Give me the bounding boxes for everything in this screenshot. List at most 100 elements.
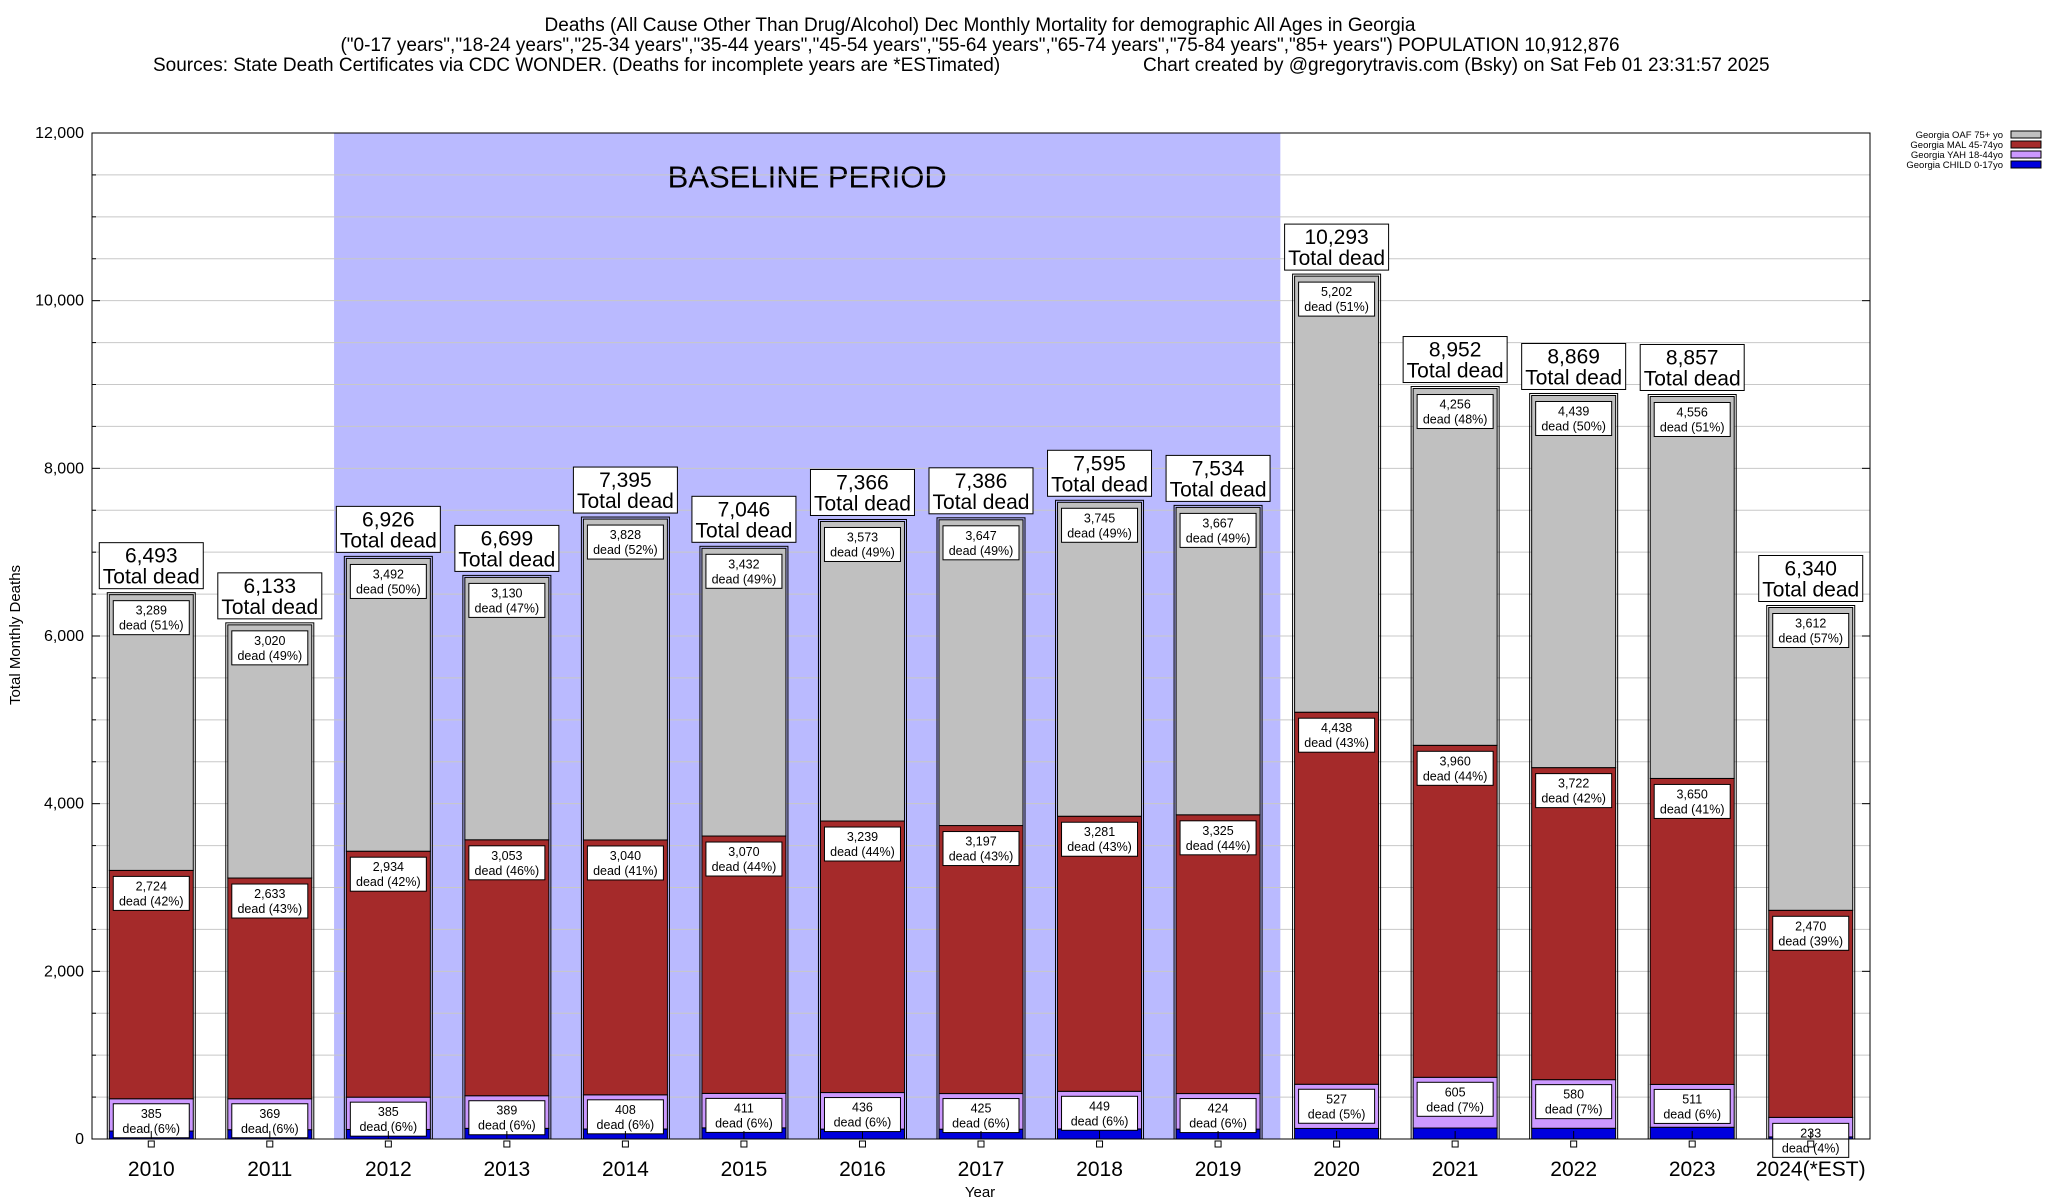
baseline-period-label: BASELINE PERIOD <box>668 159 947 194</box>
total-label-value: 8,869 <box>1547 345 1600 368</box>
oaf-label-value: 3,745 <box>1084 511 1115 525</box>
mal-label-box <box>1179 820 1257 856</box>
x-tick-label: 2016 <box>839 1158 886 1181</box>
x-axis-title: Year <box>965 1184 995 1200</box>
mal-label-box <box>231 883 309 919</box>
mal-label-percent: dead (41%) <box>1660 802 1725 816</box>
x-tick-marker <box>266 1140 274 1148</box>
mal-label-value: 2,470 <box>1795 919 1826 933</box>
total-label-box <box>1165 454 1271 502</box>
x-tick-marker <box>384 1140 392 1148</box>
mal-label-percent: dead (42%) <box>1541 792 1606 806</box>
x-tick-marker <box>503 1140 511 1148</box>
oaf-label-value: 3,667 <box>1202 516 1233 530</box>
mal-label-percent: dead (43%) <box>1304 736 1369 750</box>
bar-segment-mal <box>1294 711 1380 1085</box>
yah-label-percent: dead (6%) <box>241 1122 299 1136</box>
x-tick-marker <box>1096 1140 1104 1148</box>
mal-label-value: 4,438 <box>1321 721 1352 735</box>
oaf-label-value: 4,256 <box>1439 398 1470 412</box>
y-tick-label: 8,000 <box>44 460 84 477</box>
total-label-value: 10,293 <box>1304 226 1368 249</box>
mal-label-value: 2,934 <box>373 860 404 874</box>
total-label-box <box>1402 336 1508 384</box>
bar-segment-mal <box>464 839 550 1097</box>
y-tick-label: 12,000 <box>35 125 84 142</box>
y-tick-label: 0 <box>75 1131 84 1148</box>
total-label-text: Total dead <box>1644 367 1741 390</box>
total-label-box <box>1284 223 1390 271</box>
total-label-text: Total dead <box>1407 360 1504 383</box>
total-label-value: 6,699 <box>481 527 534 550</box>
x-tick-marker <box>1807 1140 1815 1148</box>
total-label-text: Total dead <box>1762 578 1859 601</box>
mal-label-box <box>942 831 1020 867</box>
oaf-label-value: 3,612 <box>1795 616 1826 630</box>
x-tick-label: 2013 <box>484 1158 531 1181</box>
oaf-label-percent: dead (57%) <box>1778 631 1843 645</box>
yah-label-percent: dead (6%) <box>478 1119 536 1133</box>
bar-segment-mal <box>1649 777 1735 1085</box>
yah-label-box <box>1416 1081 1494 1117</box>
yah-label-percent: dead (6%) <box>1071 1114 1129 1128</box>
yah-label-percent: dead (4%) <box>1782 1141 1840 1155</box>
yah-label-value: 511 <box>1682 1092 1702 1106</box>
oaf-label-box <box>112 600 190 636</box>
total-label-box <box>98 542 204 590</box>
total-label-box <box>454 524 560 572</box>
x-tick-label: 2011 <box>247 1158 292 1181</box>
bar-segment-mal <box>819 820 905 1094</box>
axes: 0 2,000 4,000 6,000 8,000 10,000 12,000 2010 201… <box>35 125 1870 1181</box>
oaf-label-box <box>468 582 546 618</box>
mal-label-percent: dead (39%) <box>1778 934 1843 948</box>
yah-label-percent: dead (6%) <box>952 1117 1010 1131</box>
total-label-text: Total dead <box>103 566 200 589</box>
legend-swatch-yah <box>2010 150 2042 159</box>
yah-label-value: 385 <box>141 1107 162 1121</box>
chart-sources: Sources: State Death Certificates via CD… <box>153 55 1000 76</box>
mal-label-percent: dead (42%) <box>119 894 184 908</box>
bar-segment-mal <box>701 835 787 1094</box>
oaf-label-value: 3,130 <box>491 586 522 600</box>
total-label-text: Total dead <box>1170 478 1267 501</box>
oaf-label-box <box>1535 400 1613 436</box>
total-label-box <box>809 468 915 516</box>
oaf-label-percent: dead (52%) <box>593 543 658 557</box>
total-label-text: Total dead <box>1288 247 1385 270</box>
total-label-box <box>335 505 441 553</box>
yah-label-box <box>349 1101 427 1137</box>
total-label-value: 7,046 <box>718 498 771 521</box>
bar-segment-oaf <box>1294 275 1380 713</box>
oaf-label-box <box>705 553 783 589</box>
x-tick-label: 2017 <box>958 1158 1005 1181</box>
mal-label-box <box>1535 773 1613 809</box>
yah-label-percent: dead (6%) <box>597 1118 655 1132</box>
chart-subtitle-age-groups: ("0-17 years","18-24 years","25-34 years… <box>340 35 1619 56</box>
x-tick-marker <box>1451 1140 1459 1148</box>
yah-label-percent: dead (7%) <box>1545 1103 1603 1117</box>
chart-title: Deaths (All Cause Other Than Drug/Alcoho… <box>545 15 1416 36</box>
total-label-value: 6,133 <box>244 575 297 598</box>
oaf-label-percent: dead (49%) <box>830 545 895 559</box>
yah-label-value: 580 <box>1563 1088 1584 1102</box>
bar-segment-oaf <box>345 557 431 852</box>
total-label-text: Total dead <box>695 519 792 542</box>
total-label-text: Total dead <box>340 529 437 552</box>
oaf-label-value: 3,647 <box>965 529 996 543</box>
mal-label-value: 3,281 <box>1084 825 1115 839</box>
oaf-label-value: 3,573 <box>847 530 878 544</box>
oaf-label-box <box>231 630 309 666</box>
bar-segment-oaf <box>227 624 313 879</box>
bar-segment-mal <box>1412 744 1498 1078</box>
mal-label-value: 3,040 <box>610 849 641 863</box>
x-tick-marker <box>147 1140 155 1148</box>
x-tick-label: 2010 <box>128 1158 175 1181</box>
total-label-box <box>1639 343 1745 391</box>
mal-label-box <box>1416 750 1494 786</box>
yah-label-box <box>823 1097 901 1133</box>
total-label-text: Total dead <box>933 491 1030 514</box>
x-tick-marker <box>858 1140 866 1148</box>
oaf-label-value: 4,439 <box>1558 404 1589 418</box>
